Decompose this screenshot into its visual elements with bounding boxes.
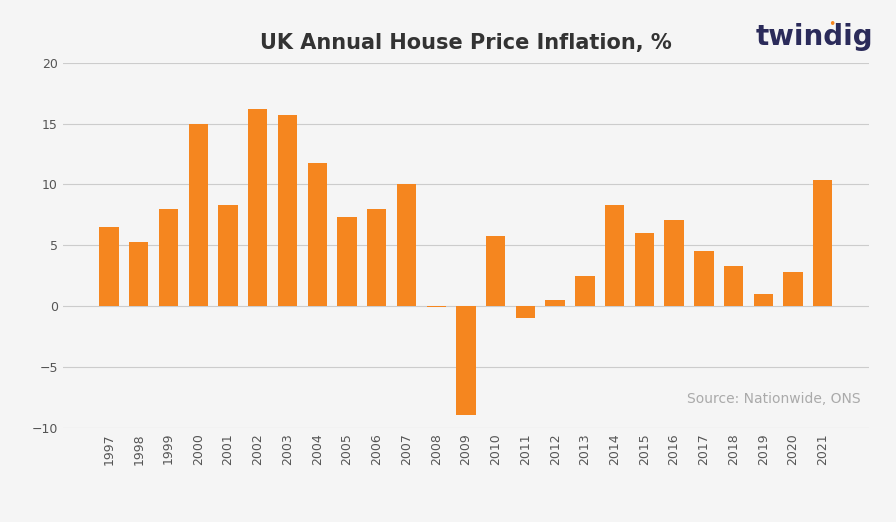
Title: UK Annual House Price Inflation, %: UK Annual House Price Inflation, % [260,33,672,53]
Bar [516,306,535,318]
Bar [188,124,208,306]
Bar [754,294,773,306]
Bar [337,217,357,306]
Bar [159,209,178,306]
Bar [367,209,386,306]
Bar [278,115,297,306]
Text: twindig: twindig [756,23,874,52]
Bar [814,180,832,306]
Bar [486,235,505,306]
Bar [665,220,684,306]
Bar [783,272,803,306]
Bar [307,162,327,306]
Bar [634,233,654,306]
Bar [397,184,416,306]
Text: •: • [828,18,835,31]
Bar [248,109,267,306]
Bar [694,252,713,306]
Bar [129,242,149,306]
Bar [456,306,476,414]
Bar [605,205,625,306]
Bar [426,306,446,307]
Bar [219,205,237,306]
Bar [546,300,564,306]
Text: Source: Nationwide, ONS: Source: Nationwide, ONS [687,392,861,406]
Bar [99,227,118,306]
Bar [724,266,744,306]
Bar [575,276,595,306]
